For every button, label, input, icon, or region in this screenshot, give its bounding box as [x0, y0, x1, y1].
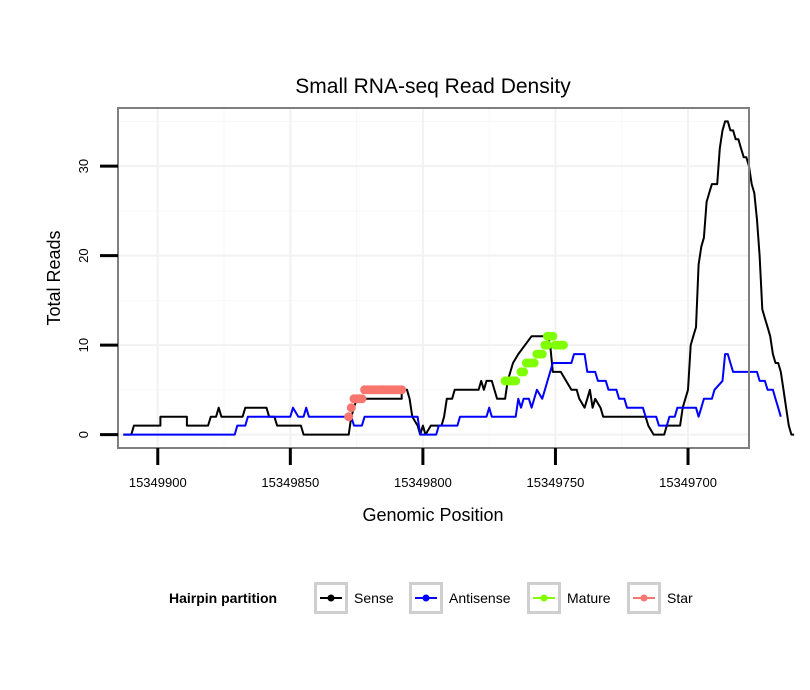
mature-point	[529, 358, 539, 368]
legend-item-mature: Mature	[527, 582, 611, 614]
x-axis-title: Genomic Position	[362, 505, 503, 525]
chart-title: Small RNA-seq Read Density	[295, 75, 571, 98]
plot-border	[117, 107, 750, 449]
plot-panel	[118, 108, 749, 448]
y-axis-title: Total Reads	[44, 230, 64, 325]
star-point	[357, 394, 367, 404]
series-layer	[123, 120, 795, 436]
x-tick-label: 15349750	[527, 475, 585, 490]
legend-label: Star	[667, 590, 693, 606]
legend-key-point	[540, 594, 548, 602]
legend-title: Hairpin partition	[169, 590, 277, 606]
legend-key-point	[327, 594, 335, 602]
legend-key-point	[640, 594, 648, 602]
mature-point	[511, 376, 521, 386]
mature-point	[537, 349, 547, 359]
legend-item-antisense: Antisense	[409, 582, 511, 614]
x-axis: 15349900 15349850 15349800 15349750 15349700	[129, 448, 717, 490]
legend-item-sense: Sense	[314, 582, 394, 614]
mature-point	[548, 331, 558, 341]
antisense-series-line	[123, 353, 782, 436]
x-tick-label: 15349800	[394, 475, 452, 490]
legend-item-star: Star	[627, 582, 693, 614]
star-point	[346, 403, 356, 413]
y-axis: 0 10 20 30	[76, 159, 118, 438]
x-tick-label: 15349850	[261, 475, 319, 490]
legend: Hairpin partition Sense Antisense Mature St…	[169, 582, 693, 614]
y-tick-label: 20	[76, 248, 91, 262]
star-point	[397, 385, 407, 395]
y-tick-label: 30	[76, 159, 91, 173]
star-point	[344, 412, 354, 422]
legend-key-point	[422, 594, 430, 602]
sense-series-line	[123, 120, 795, 436]
y-tick-label: 0	[76, 431, 91, 438]
mature-point	[519, 367, 529, 377]
legend-label: Antisense	[449, 590, 511, 606]
y-tick-label: 10	[76, 338, 91, 352]
x-tick-label: 15349900	[129, 475, 187, 490]
mature-point	[558, 340, 568, 350]
legend-label: Mature	[567, 590, 611, 606]
legend-label: Sense	[354, 590, 394, 606]
mature-point	[543, 340, 552, 350]
x-tick-label: 15349700	[659, 475, 717, 490]
